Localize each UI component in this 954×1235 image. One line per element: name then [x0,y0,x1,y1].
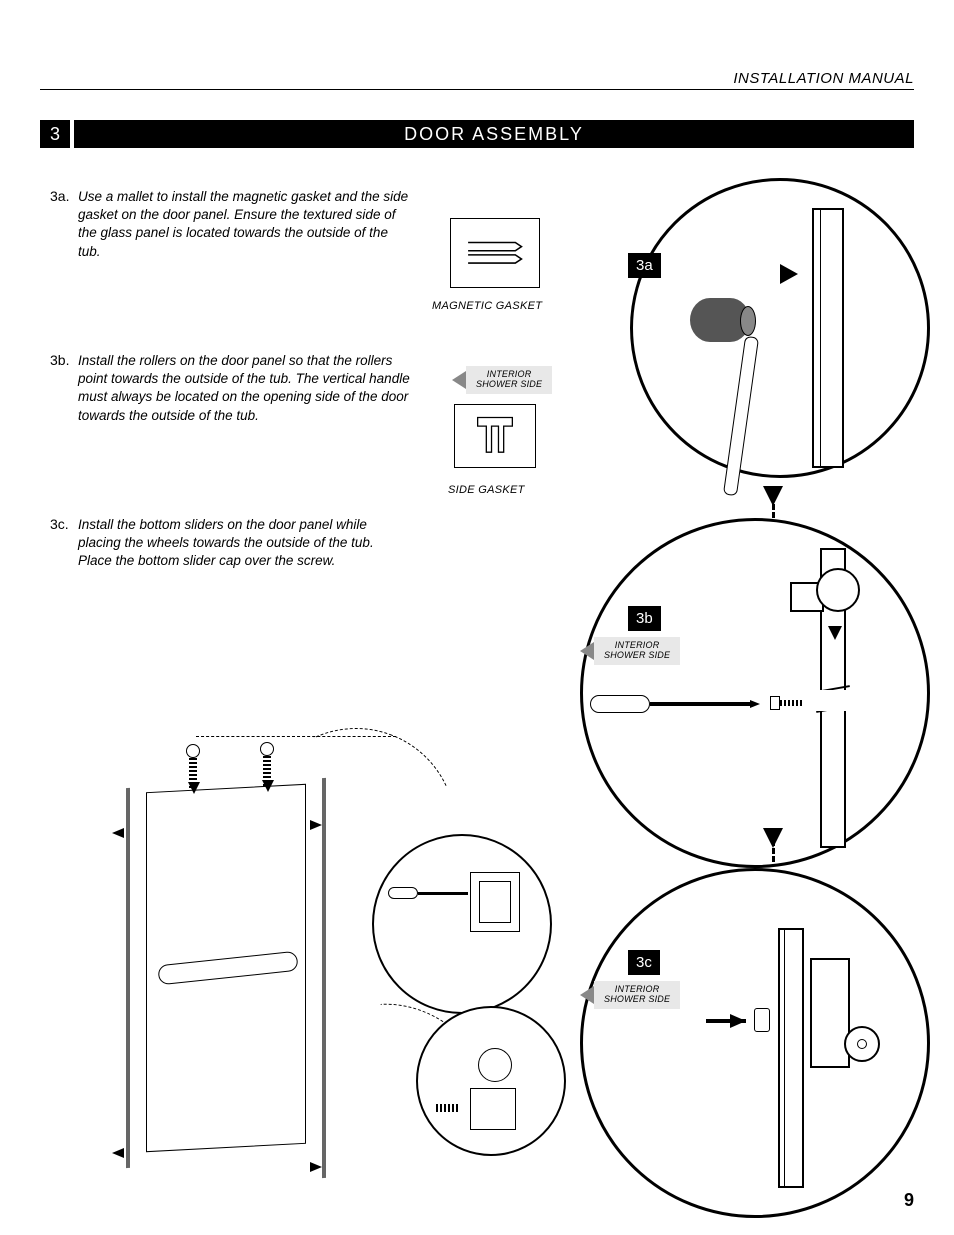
step-text: Install the rollers on the door panel so… [78,352,410,425]
arrow-down-icon [828,626,842,640]
note-line1: INTERIOR [615,640,660,650]
arrow-down-icon [763,486,783,506]
screwdriver-icon [388,886,468,900]
step-label: 3c. [50,516,78,571]
door-overview-figure [96,728,556,1188]
roller-icon [186,744,200,758]
detail-circle-roller [372,834,552,1014]
step-text: Install the bottom sliders on the door p… [78,516,410,571]
side-gasket-figure [454,404,536,468]
slider-cap-icon [754,1008,770,1032]
side-gasket-icon [467,414,523,457]
interior-note-3: INTERIOR SHOWER SIDE [594,981,680,1009]
detail-circle-slider [416,1006,566,1156]
roller-icon [790,568,860,618]
screw-icon [770,696,806,710]
note-line2: SHOWER SIDE [604,650,670,660]
diagram-circle-3a [630,178,930,478]
arrow-right-icon [730,1014,746,1028]
step-label: 3b. [50,352,78,425]
callout-3c: 3c [628,950,660,975]
arrow-left-icon [112,828,124,838]
door-edge-3c [778,928,804,1188]
magnetic-gasket-figure [450,218,540,288]
wheel-icon [478,1048,512,1082]
note-line2: SHOWER SIDE [604,994,670,1004]
side-gasket-label: SIDE GASKET [448,484,525,496]
side-rail [322,778,326,1178]
callout-3b: 3b [628,606,661,631]
note-line2: SHOWER SIDE [476,379,542,389]
page: INSTALLATION MANUAL 3 DOOR ASSEMBLY 3a. … [40,70,914,1188]
side-rail [126,788,130,1168]
screwdriver-icon [590,694,760,714]
step-3b: 3b. Install the rollers on the door pane… [50,352,410,425]
step-3c: 3c. Install the bottom sliders on the do… [50,516,410,571]
leader-dash [196,736,396,737]
arrow-left-icon [112,1148,124,1158]
section-number: 3 [40,120,70,148]
roller-icon [260,742,274,756]
arrow-down-icon [763,828,783,848]
header-title: INSTALLATION MANUAL [733,70,914,87]
magnetic-gasket-icon [464,229,526,277]
header-row: INSTALLATION MANUAL [40,70,914,90]
arrow-right-icon [780,264,798,284]
door-edge-3a [812,208,844,468]
mallet-icon [690,298,750,342]
arrow-down-icon [188,782,200,794]
step-text: Use a mallet to install the magnetic gas… [78,188,410,261]
note-line1: INTERIOR [615,984,660,994]
note-line1: INTERIOR [487,369,532,379]
arrow-down-icon [262,780,274,792]
screw-icon [436,1104,460,1112]
bracket-icon [470,872,520,932]
plate-icon [470,1088,516,1130]
section-title: DOOR ASSEMBLY [74,120,914,148]
page-number: 9 [904,1190,914,1211]
arrow-right-icon [310,820,322,830]
magnetic-gasket-label: MAGNETIC GASKET [432,300,542,312]
bottom-slider-icon [810,958,850,1068]
section-bar: 3 DOOR ASSEMBLY [40,120,914,148]
step-label: 3a. [50,188,78,261]
content-area: 3a. Use a mallet to install the magnetic… [40,188,914,1188]
step-3a: 3a. Use a mallet to install the magnetic… [50,188,410,261]
callout-3a: 3a [628,253,661,278]
interior-note-2: INTERIOR SHOWER SIDE [594,637,680,665]
interior-note-1: INTERIOR SHOWER SIDE [466,366,552,394]
arrow-right-icon [310,1162,322,1172]
diagram-circle-3b [580,518,930,868]
